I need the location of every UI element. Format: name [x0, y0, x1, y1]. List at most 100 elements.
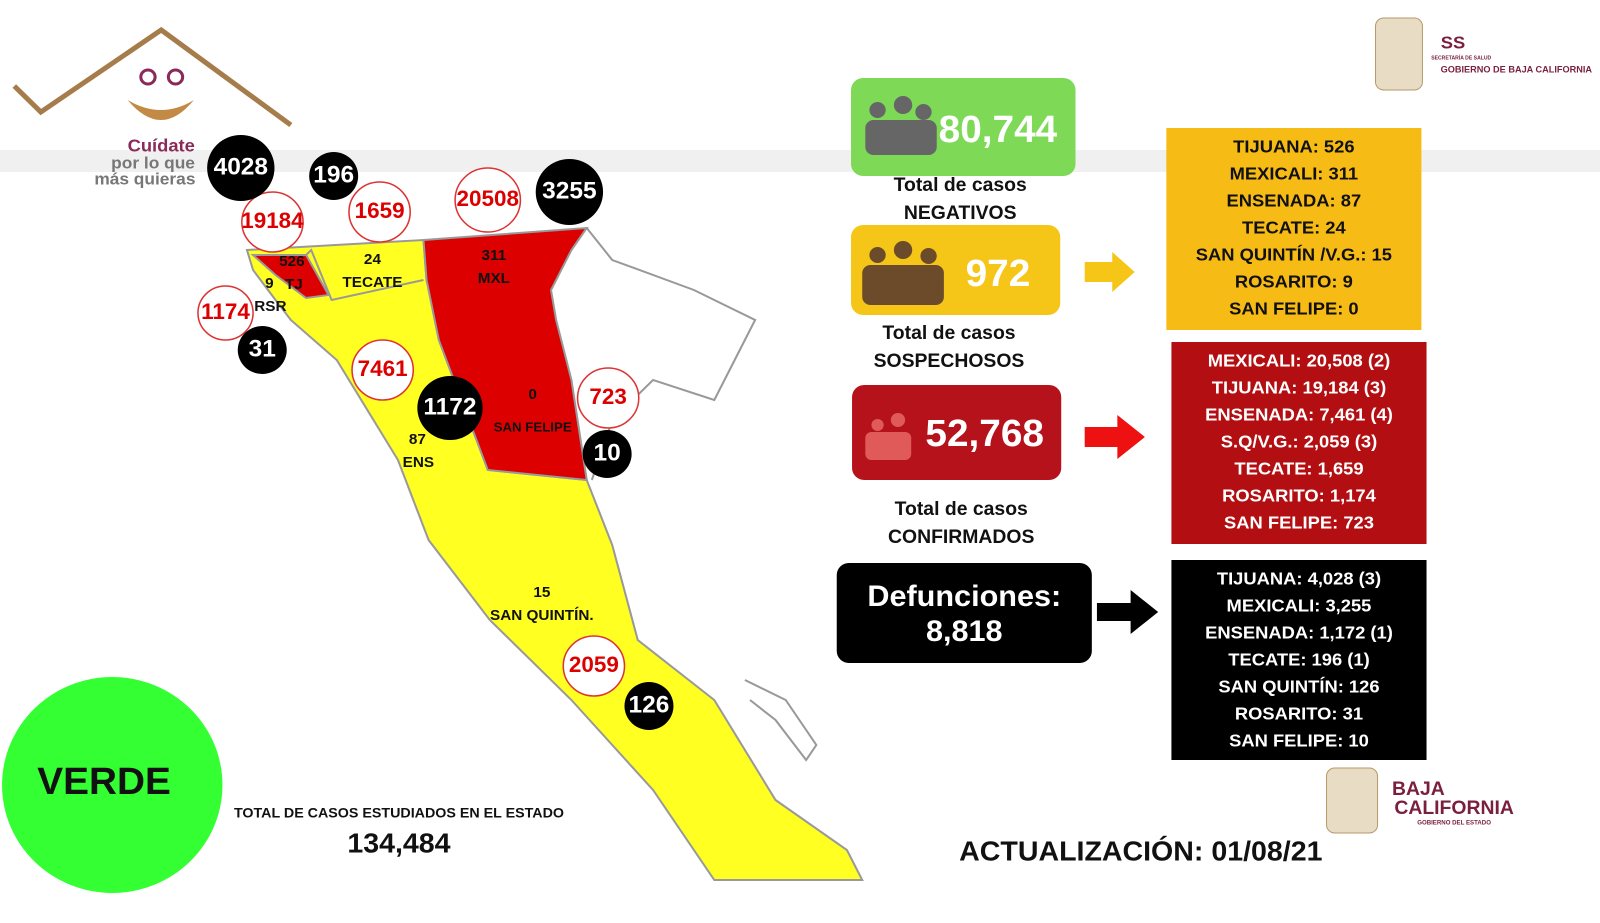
box-label: NEGATIVOS [904, 203, 1017, 224]
deaths-breakdown [1171, 560, 1427, 760]
confirmed-circle [562, 635, 626, 697]
breakdown-item: SAN QUINTÍN /V.G.: 15 [1196, 244, 1392, 265]
footer-logo: GOBIERNO DEL ESTADO [1417, 821, 1491, 827]
region-cases: 311 [482, 247, 507, 264]
logo-text: más quieras [94, 169, 195, 189]
footer-logo: CALIFORNIA [1394, 798, 1514, 819]
death-count: 1172 [423, 394, 476, 421]
confirmed-count: 1659 [355, 198, 405, 223]
breakdown-item: ENSENADA: 7,461 (4) [1205, 405, 1393, 425]
confirmed-circle [241, 191, 304, 253]
logo-icon [166, 68, 185, 86]
box-label: SOSPECHOSOS [874, 351, 1025, 372]
breakdown-item: TECATE: 196 (1) [1228, 650, 1369, 670]
death-circle [535, 159, 604, 225]
death-count: 10 [594, 440, 621, 467]
breakdown-item: MEXICALI: 20,508 (2) [1208, 351, 1391, 371]
suspected-breakdown [1166, 128, 1422, 330]
breakdown-item: TIJUANA: 526 [1233, 137, 1354, 157]
death-count: 3255 [542, 178, 596, 205]
box-label: Total de casos [882, 323, 1015, 344]
breakdown-item: MEXICALI: 3,255 [1227, 596, 1372, 616]
death-count: 4028 [214, 154, 268, 181]
crest [1375, 17, 1423, 91]
map-border [744, 679, 818, 762]
crest [1326, 767, 1379, 834]
breakdown-item: SAN QUINTÍN: 126 [1218, 676, 1379, 697]
confirmed-count: 2059 [569, 652, 619, 677]
region-cases: 526 [279, 253, 305, 270]
death-count: 126 [629, 692, 670, 719]
confirmed-count: 1174 [201, 299, 250, 324]
confirmed-breakdown [1171, 342, 1427, 544]
logo-text: por lo que [111, 153, 195, 173]
death-circle [309, 152, 359, 200]
breakdown-item: TIJUANA: 19,184 (3) [1212, 378, 1386, 398]
logo-icon [127, 100, 194, 120]
people-icon [862, 241, 944, 305]
status-light [2, 677, 223, 893]
breakdown-item: SAN FELIPE: 723 [1224, 513, 1374, 533]
status: VERDE [37, 760, 171, 803]
breakdown-item: ROSARITO: 31 [1235, 704, 1363, 724]
death-circle [237, 326, 287, 374]
update: ACTUALIZACIÓN: 01/08/21 [959, 835, 1322, 867]
confirmed-count: 20508 [457, 186, 519, 211]
arrow [1084, 415, 1145, 459]
breakdown-item: MEXICALI: 311 [1230, 164, 1359, 184]
region-name: TJ [285, 276, 303, 293]
map-region-red [250, 254, 331, 300]
logo-text: SECRETARÍA DE SALUD [1431, 53, 1491, 61]
death-count: 196 [313, 162, 354, 189]
deaths-label: Defunciones: [867, 580, 1061, 613]
footer-logo: BAJA [1392, 779, 1445, 800]
arrow [1096, 590, 1159, 634]
confirmed-circle [351, 339, 415, 401]
map-region-red [422, 226, 589, 482]
logo-text: GOBIERNO DE BAJA CALIFORNIA [1441, 64, 1593, 74]
death-circle [582, 430, 632, 478]
breakdown-item: SAN FELIPE: 0 [1229, 299, 1359, 319]
confirmed-count: 19184 [241, 208, 304, 233]
death-circle [624, 682, 674, 730]
suspected-value: 972 [966, 252, 1031, 295]
breakdown-item: ROSARITO: 9 [1235, 272, 1353, 292]
breakdown-item: ROSARITO: 1,174 [1222, 486, 1377, 506]
logo-text: Cuídate [128, 136, 195, 156]
deaths-value: 8,818 [926, 615, 1003, 648]
box-label: Total de casos [894, 175, 1027, 196]
confirmed-count: 7461 [358, 356, 408, 381]
confirmed-circle [576, 367, 640, 429]
region-cases: 24 [364, 251, 382, 268]
logo-roof [12, 26, 293, 128]
confirmed-count: 723 [589, 384, 626, 409]
death-circle [417, 376, 483, 440]
region-name: SAN QUINTÍN. [490, 607, 594, 624]
region-name: TECATE [342, 274, 402, 291]
arrow [1084, 252, 1135, 292]
region-name: RSR [254, 298, 286, 315]
negatives-value: 80,744 [939, 108, 1058, 151]
region-name: SAN FELIPE [494, 420, 572, 435]
region-cases: 9 [265, 275, 274, 292]
logo-icon [139, 68, 157, 86]
region-cases: 15 [533, 584, 550, 601]
deaths-box [836, 563, 1092, 663]
breakdown-item: TIJUANA: 4,028 (3) [1217, 569, 1381, 589]
region-name: MXL [478, 270, 510, 287]
confirmed-value: 52,768 [925, 412, 1044, 455]
breakdown-item: ENSENADA: 87 [1227, 191, 1362, 211]
breakdown-item: S.Q/V.G.: 2,059 (3) [1221, 432, 1377, 452]
breakdown-item: SAN FELIPE: 10 [1229, 731, 1369, 751]
death-circle [207, 135, 275, 201]
confirmed-circle [348, 181, 411, 243]
region-name: ENS [403, 454, 434, 471]
map-border [305, 248, 424, 302]
box-label: CONFIRMADOS [888, 527, 1035, 548]
region-cases: 87 [409, 431, 426, 448]
people-icon [865, 413, 912, 460]
region-cases: 0 [528, 386, 537, 403]
death-count: 31 [249, 336, 276, 363]
total-value: 134,484 [347, 827, 450, 859]
